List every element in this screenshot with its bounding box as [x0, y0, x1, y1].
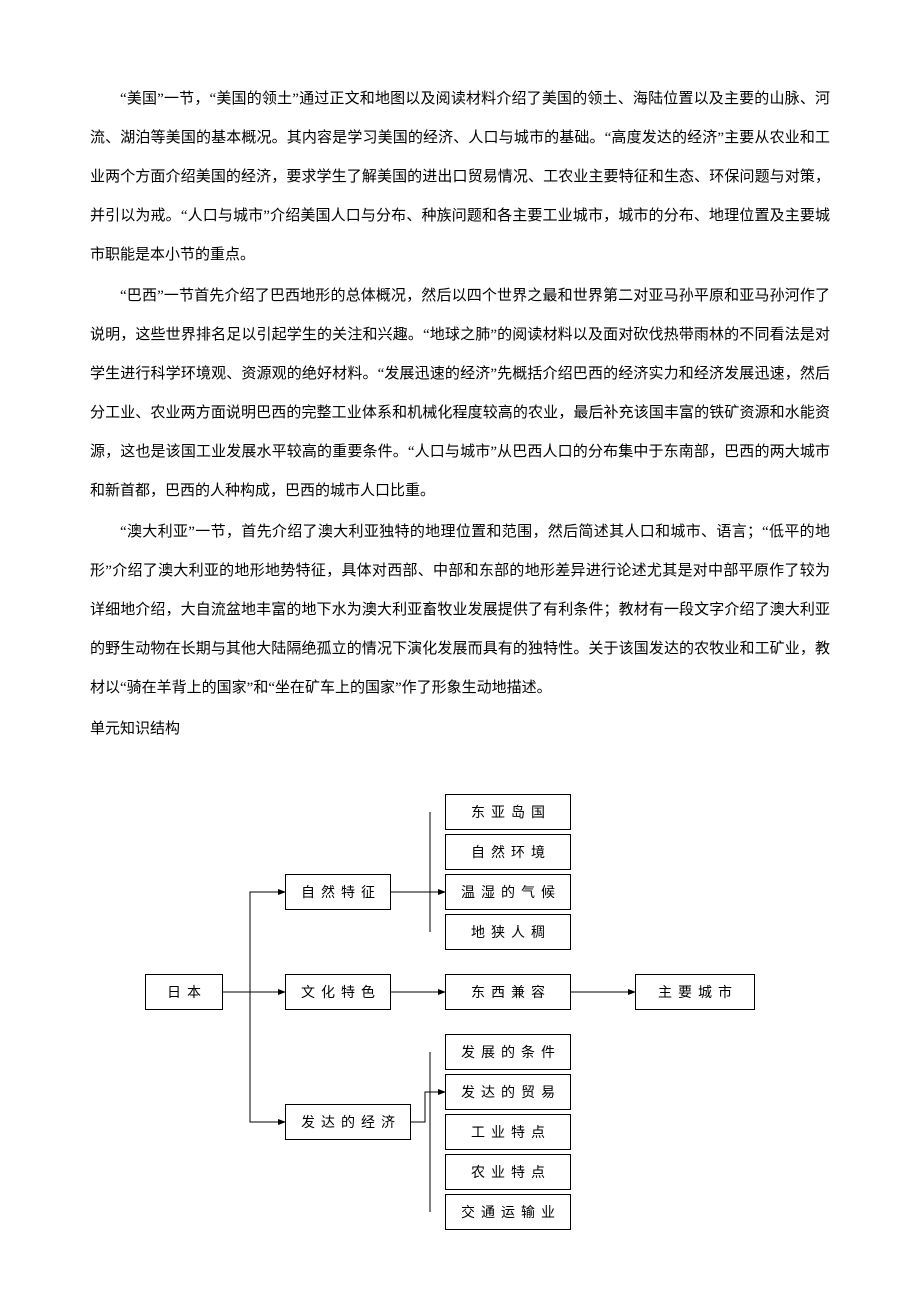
diagram-node-e4: 农业特点	[445, 1154, 571, 1190]
diagram-node-culture: 文化特色	[285, 974, 391, 1010]
diagram-node-n1: 东亚岛国	[445, 794, 571, 830]
diagram-node-c1: 东西兼容	[445, 974, 571, 1010]
paragraph-australia: “澳大利亚”一节，首先介绍了澳大利亚独特的地理位置和范围，然后简述其人口和城市、…	[90, 513, 830, 708]
diagram-node-e1: 发展的条件	[445, 1034, 571, 1070]
knowledge-structure-diagram: 日本 自然特征文化特色发达的经济 东亚岛国自然环境温湿的气候地狭人稠东西兼容发展的条…	[90, 779, 830, 1259]
diagram-node-n4: 地狭人稠	[445, 914, 571, 950]
diagram-node-e5: 交通运输业	[445, 1194, 571, 1230]
diagram-node-e2: 发达的贸易	[445, 1074, 571, 1110]
diagram-node-e3: 工业特点	[445, 1114, 571, 1150]
diagram-node-cities: 主要城市	[635, 974, 755, 1010]
paragraph-usa: “美国”一节，“美国的领土”通过正文和地图以及阅读材料介绍了美国的领土、海陆位置…	[90, 80, 830, 275]
diagram-node-n2: 自然环境	[445, 834, 571, 870]
section-label: 单元知识结构	[90, 710, 830, 749]
paragraph-brazil: “巴西”一节首先介绍了巴西地形的总体概况，然后以四个世界之最和世界第二对亚马孙平…	[90, 277, 830, 511]
diagram-node-n3: 温湿的气候	[445, 874, 571, 910]
diagram-node-economy: 发达的经济	[285, 1104, 411, 1140]
diagram-node-root: 日本	[145, 974, 223, 1010]
diagram-node-nature: 自然特征	[285, 874, 391, 910]
